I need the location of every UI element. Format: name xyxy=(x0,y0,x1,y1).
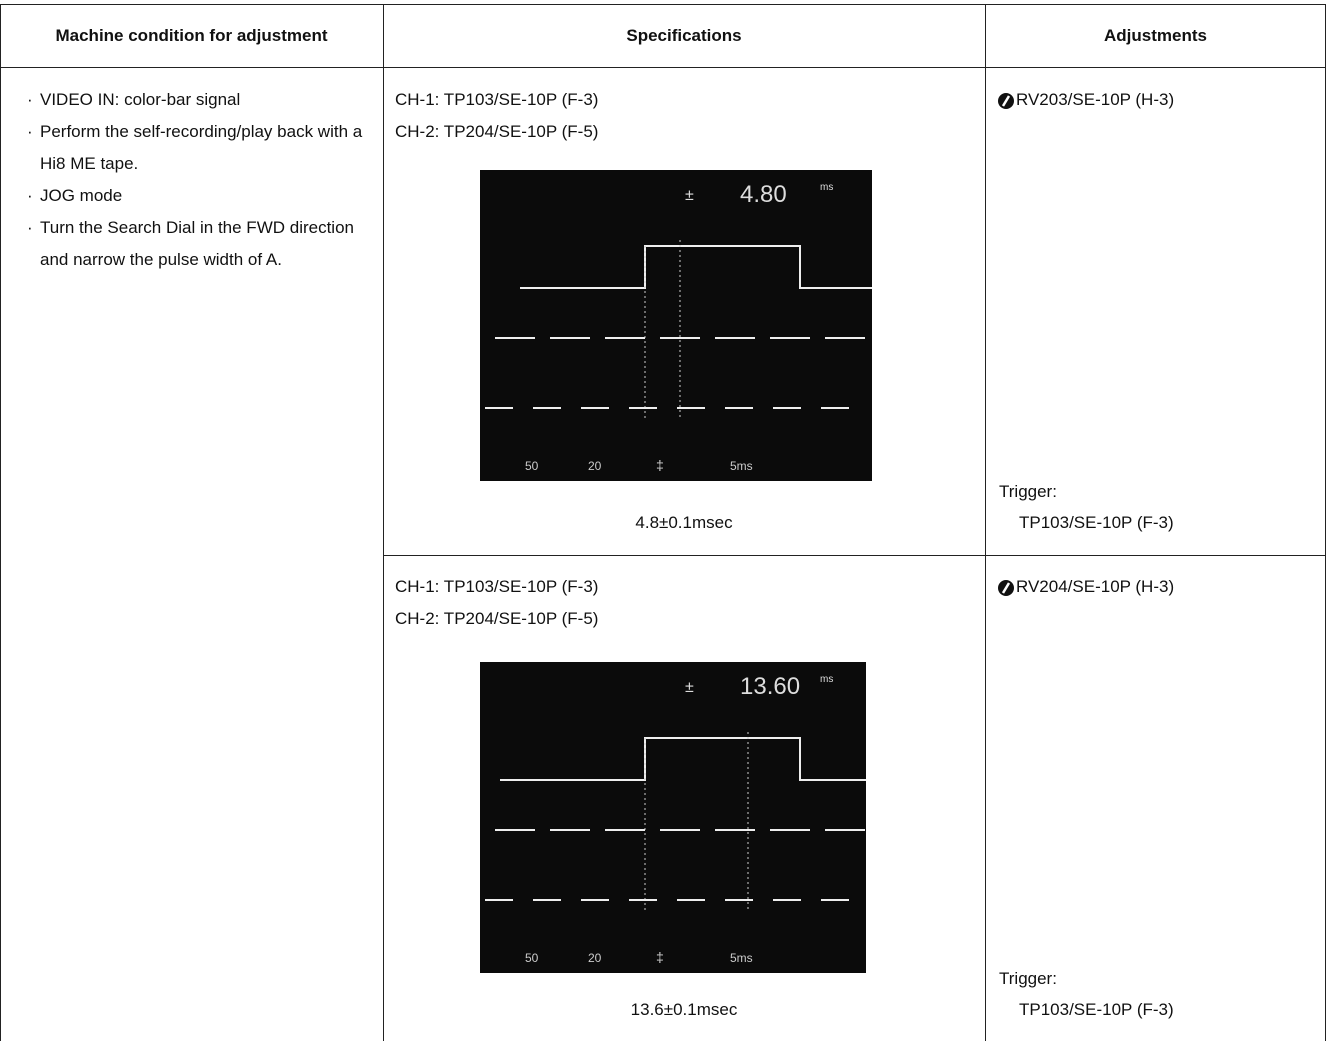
spec-result: 4.8±0.1msec xyxy=(635,513,733,532)
trigger-symbol: ‡ xyxy=(656,949,664,965)
adjust-control: RV203/SE-10P (H-3) xyxy=(1016,90,1175,109)
scope-label: 5ms xyxy=(730,459,753,473)
adjust-control: RV204/SE-10P (H-3) xyxy=(1016,577,1175,596)
scope-readout-unit: ms xyxy=(820,674,833,685)
spec-result: 13.6±0.1msec xyxy=(630,1000,738,1019)
screen xyxy=(480,662,866,973)
spec-ch2: CH-2: TP204/SE-10P (F-5) xyxy=(395,122,599,141)
trigger-symbol: ± xyxy=(685,187,694,204)
scope-readout: 13.60 xyxy=(740,673,800,700)
column-header: Specifications xyxy=(626,26,742,45)
condition: VIDEO IN: color-bar signal xyxy=(24,84,369,116)
marker-icon xyxy=(998,93,1014,109)
scope-label: 20 xyxy=(588,951,602,965)
column-header: Machine condition for adjustment xyxy=(55,26,328,45)
conditions: VIDEO IN: color-bar signal Perform the s… xyxy=(24,84,369,276)
scope-screen: ±13.60 ms 50 20 5ms ‡ xyxy=(480,662,866,973)
spec-ch2: CH-2: TP204/SE-10P (F-5) xyxy=(395,609,599,628)
scope-readout: 4.80 xyxy=(740,181,787,208)
rule xyxy=(0,4,1326,5)
spec-ch1: CH-1: TP103/SE-10P (F-3) xyxy=(395,90,599,109)
condition: Turn the Search Dial in the FWD directio… xyxy=(24,212,369,276)
rule xyxy=(985,4,986,1041)
trigger-point: TP103/SE-10P (F-3) xyxy=(1019,513,1174,532)
condition: Perform the self-recording/play back wit… xyxy=(24,116,369,180)
column-header: Adjustments xyxy=(1104,26,1207,45)
trigger-point: TP103/SE-10P (F-3) xyxy=(1019,1000,1174,1019)
scope-label: 5ms xyxy=(730,951,753,965)
marker-icon xyxy=(998,580,1014,596)
condition: JOG mode xyxy=(24,180,369,212)
trace xyxy=(520,245,872,289)
icon-slash xyxy=(1001,95,1011,107)
trigger-symbol: ± xyxy=(685,679,694,696)
trigger-symbol: ‡ xyxy=(656,457,664,473)
rule xyxy=(383,555,1326,556)
scope-label: 20 xyxy=(588,459,602,473)
rule xyxy=(0,67,1326,68)
rule xyxy=(383,4,384,1041)
trigger-label: Trigger: xyxy=(999,482,1057,501)
scope-label: 50 xyxy=(525,951,539,965)
icon-slash xyxy=(1001,582,1011,594)
scope-screen: ±4.80 ms 50 20 5ms ‡ xyxy=(480,170,872,481)
screen xyxy=(480,170,872,481)
rule xyxy=(0,4,1,1041)
trace xyxy=(500,737,866,781)
scope-label: 50 xyxy=(525,459,539,473)
scope-readout-unit: ms xyxy=(820,182,833,193)
trigger-label: Trigger: xyxy=(999,969,1057,988)
spec-ch1: CH-1: TP103/SE-10P (F-3) xyxy=(395,577,599,596)
